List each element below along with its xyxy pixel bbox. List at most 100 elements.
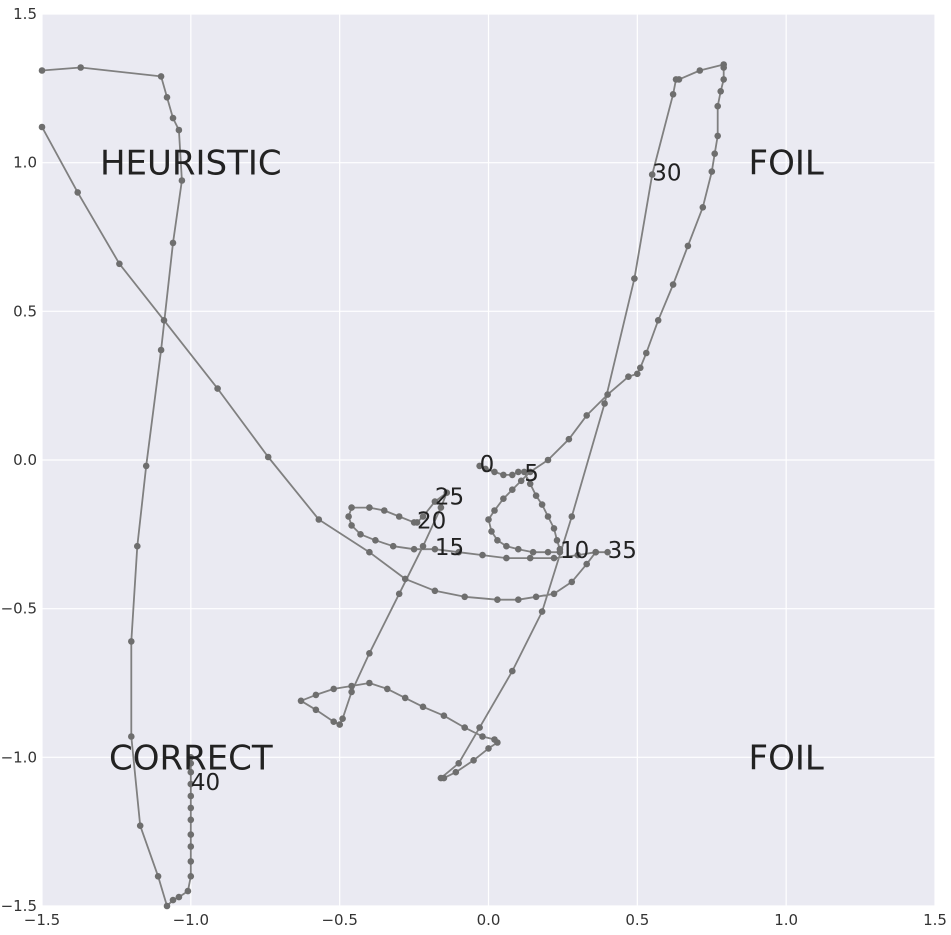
trajectory-point xyxy=(538,608,546,615)
trajectory-point xyxy=(479,551,486,559)
trajectory-point xyxy=(38,123,46,131)
trajectory-point xyxy=(565,435,573,443)
trajectory-point xyxy=(485,745,492,752)
trajectory-point xyxy=(455,760,463,767)
x-tick-label: 0.0 xyxy=(477,911,501,929)
trajectory-point xyxy=(479,733,486,740)
trajectory-point xyxy=(330,685,338,693)
trajectory-point xyxy=(401,575,409,583)
trajectory-point xyxy=(476,724,483,731)
trajectory-point xyxy=(684,242,692,250)
x-tick-label: 1.0 xyxy=(774,911,798,929)
trajectory-point xyxy=(604,548,611,556)
trajectory-point xyxy=(187,843,195,850)
trajectory-point xyxy=(601,400,608,407)
region-label: HEURISTIC xyxy=(100,144,282,184)
trajectory-point xyxy=(154,873,162,880)
trajectory-point xyxy=(455,548,463,556)
trajectory-point xyxy=(583,412,590,419)
trajectory-point xyxy=(515,468,522,476)
region-labels: HEURISTIC FOIL CORRECT FOIL xyxy=(100,144,824,779)
y-tick-label: −1.5 xyxy=(1,897,37,915)
trajectory-point xyxy=(461,593,469,601)
trajectory-point xyxy=(264,453,272,461)
trajectory-point xyxy=(708,168,716,175)
trajectory-point xyxy=(625,373,632,381)
trajectory-point xyxy=(720,76,727,83)
trajectory-point xyxy=(526,480,534,488)
trajectory-point xyxy=(583,560,590,568)
trajectory-point xyxy=(134,542,141,550)
trajectory-point xyxy=(494,596,501,603)
trajectory-point xyxy=(381,507,388,514)
step-label: 40 xyxy=(191,770,220,796)
step-label: 0 xyxy=(480,452,495,478)
trajectory-point xyxy=(348,522,355,529)
trajectory-point xyxy=(348,688,355,696)
trajectory-point xyxy=(366,679,373,687)
trajectory-point xyxy=(529,548,537,556)
trajectory-point xyxy=(515,545,522,553)
trajectory-point xyxy=(187,792,195,800)
trajectory-point xyxy=(431,587,439,595)
trajectory-point xyxy=(491,507,498,514)
trajectory-point xyxy=(648,171,656,178)
trajectory-point xyxy=(553,537,561,544)
trajectory-point xyxy=(520,468,528,476)
trajectory-point xyxy=(214,385,221,392)
step-label: 30 xyxy=(652,161,681,187)
trajectory-point xyxy=(163,902,171,910)
trajectory-point xyxy=(157,346,165,354)
trajectory-point xyxy=(116,260,123,268)
step-label: 25 xyxy=(435,485,464,511)
trajectory-point xyxy=(184,887,192,895)
trajectory-point xyxy=(717,88,724,95)
trajectory-point xyxy=(345,513,352,520)
trajectory-point xyxy=(348,504,355,511)
step-label: 35 xyxy=(608,538,637,564)
trajectory-point xyxy=(550,525,558,532)
trajectory-point xyxy=(491,736,498,743)
y-tick-label: 0.5 xyxy=(13,302,37,320)
trajectory-point xyxy=(297,697,305,705)
trajectory-point xyxy=(312,706,320,714)
trajectory-point xyxy=(532,593,540,601)
trajectory-point xyxy=(175,893,183,901)
trajectory-point xyxy=(544,456,552,464)
trajectory-point xyxy=(437,504,445,511)
trajectory-point xyxy=(714,132,721,140)
region-label: FOIL xyxy=(749,144,824,184)
trajectory-point xyxy=(509,667,516,675)
step-label: 15 xyxy=(435,535,464,561)
x-tick-label: 1.5 xyxy=(923,911,947,929)
trajectory-point xyxy=(357,531,364,538)
trajectory-point xyxy=(526,554,534,562)
trajectory-point xyxy=(389,542,397,550)
trajectory-point xyxy=(637,364,644,372)
trajectory-point xyxy=(491,468,498,476)
trajectory-point xyxy=(419,542,427,550)
trajectory-point xyxy=(440,774,448,782)
trajectory-point xyxy=(550,590,558,598)
trajectory-point xyxy=(410,545,418,553)
x-tick-label: −1.0 xyxy=(173,911,209,929)
trajectory-point xyxy=(136,822,144,829)
trajectory-point xyxy=(476,462,483,470)
trajectory-point xyxy=(169,239,177,247)
trajectory-markers xyxy=(38,61,727,910)
x-tick-label: −1.5 xyxy=(24,911,60,929)
trajectory-point xyxy=(157,73,165,80)
trajectory-point xyxy=(187,780,195,788)
trajectory-point xyxy=(461,724,469,731)
trajectory-point xyxy=(532,492,540,500)
trajectory-point xyxy=(419,703,427,711)
trajectory-point xyxy=(544,513,552,520)
trajectory-point xyxy=(711,150,718,157)
trajectory-point xyxy=(568,578,576,586)
trajectory-point xyxy=(366,548,373,556)
trajectory-point xyxy=(556,548,564,556)
trajectory-point xyxy=(366,650,373,657)
trajectory-point xyxy=(431,498,439,505)
trajectory-point xyxy=(482,465,489,473)
trajectory-point xyxy=(500,495,507,503)
